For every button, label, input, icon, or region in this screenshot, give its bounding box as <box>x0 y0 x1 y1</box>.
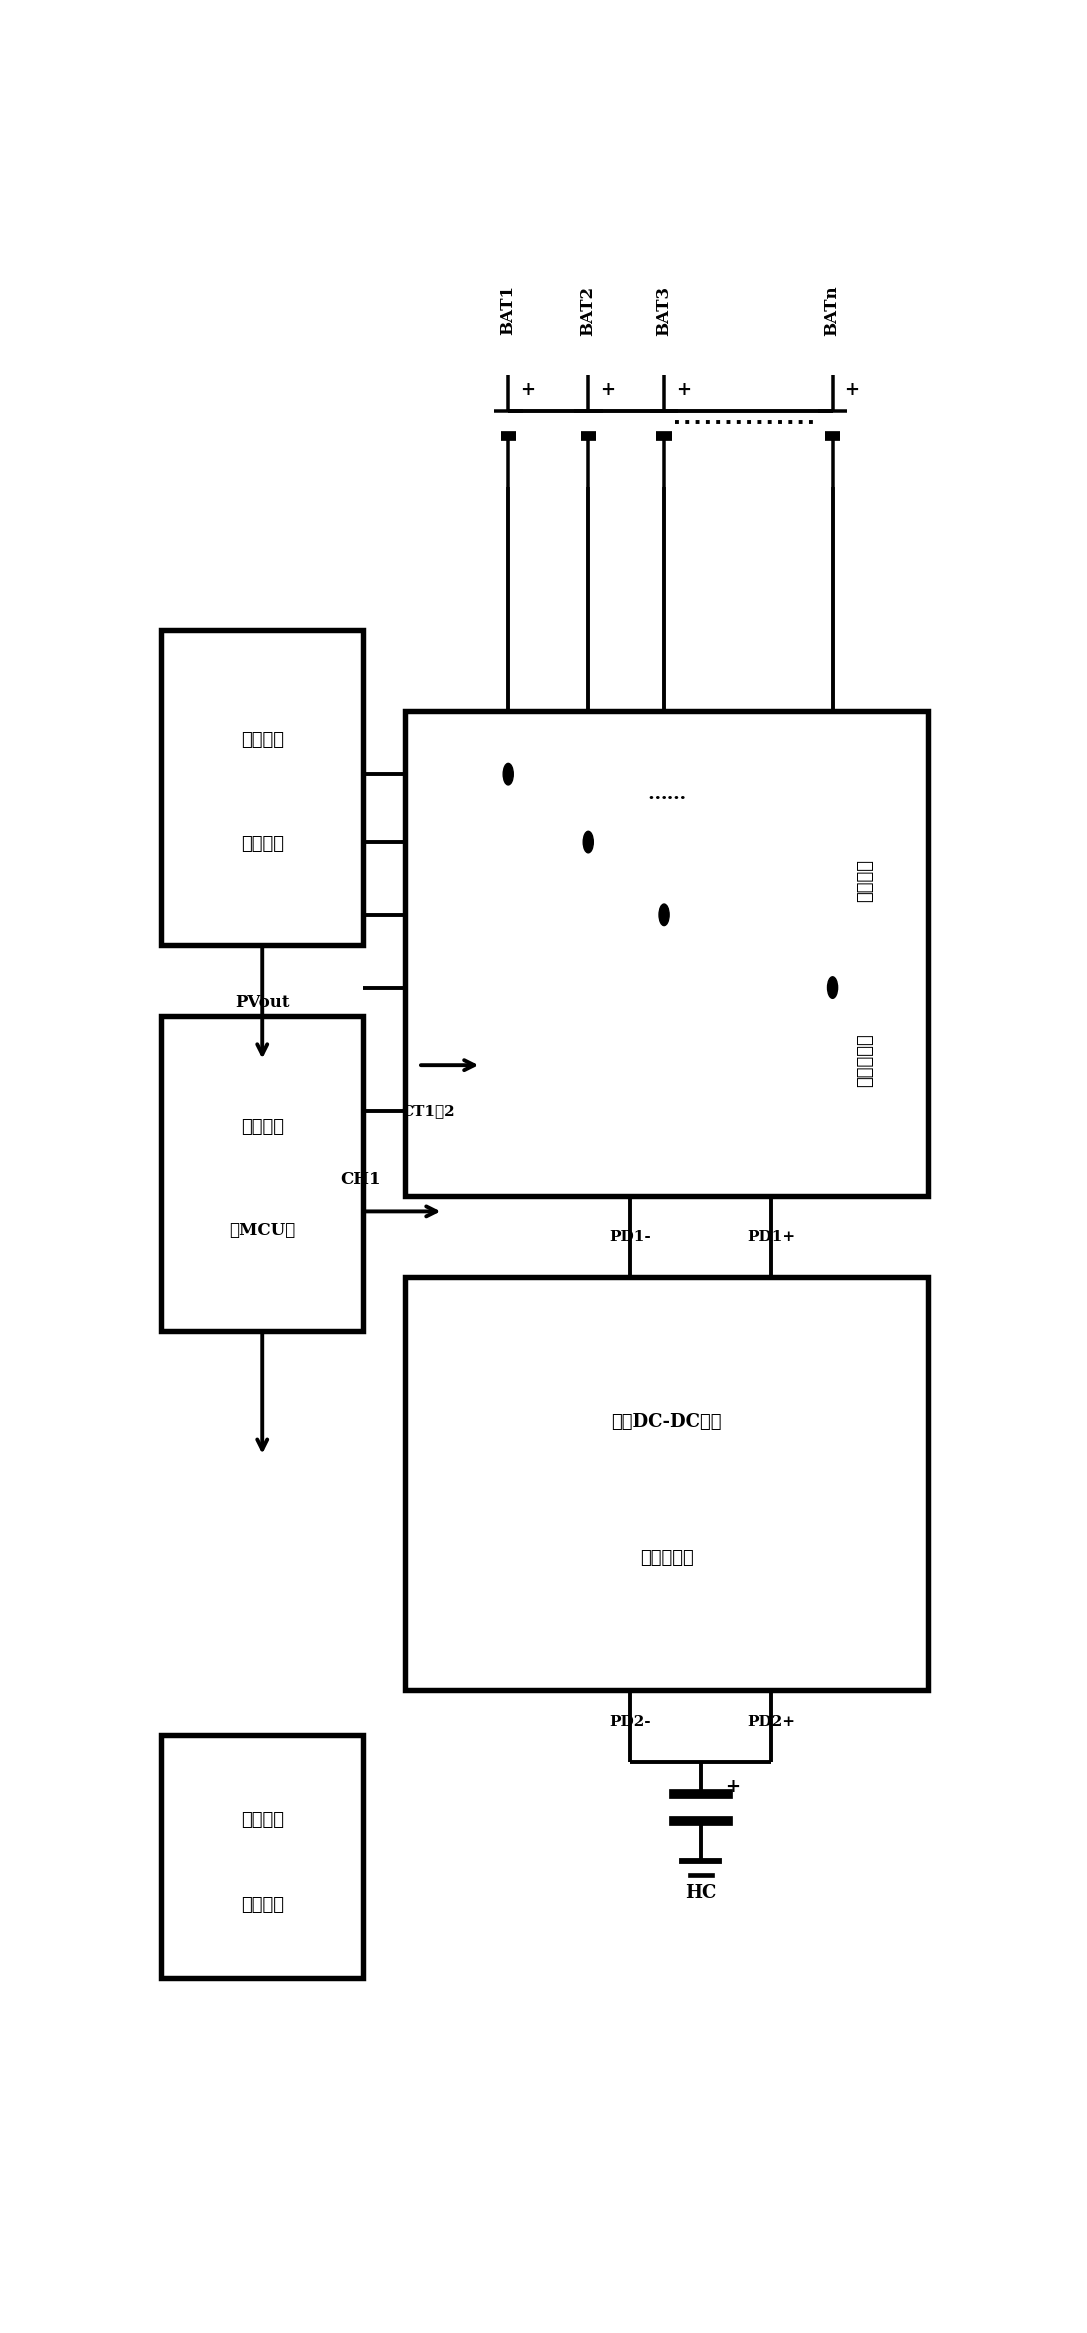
Circle shape <box>827 978 838 999</box>
Text: 组选通模块: 组选通模块 <box>857 1034 874 1087</box>
Text: PD1-: PD1- <box>609 1229 651 1243</box>
Circle shape <box>659 903 670 926</box>
Bar <box>405 712 928 1197</box>
Text: BAT2: BAT2 <box>579 285 596 336</box>
Text: 电池电压: 电池电压 <box>240 730 284 749</box>
Text: +: + <box>676 380 691 399</box>
Text: PD2+: PD2+ <box>747 1715 795 1729</box>
Circle shape <box>503 763 513 784</box>
Bar <box>161 630 363 945</box>
Text: 充放电流: 充放电流 <box>240 1897 284 1913</box>
Circle shape <box>584 831 594 854</box>
Text: 充放电模块: 充放电模块 <box>640 1549 694 1568</box>
Bar <box>405 1276 928 1689</box>
Text: PD2-: PD2- <box>609 1715 651 1729</box>
Text: PD1+: PD1+ <box>747 1229 795 1243</box>
Text: +: + <box>845 380 860 399</box>
Text: BAT1: BAT1 <box>499 285 516 336</box>
Text: ……: …… <box>647 784 686 803</box>
Text: CT1～2: CT1～2 <box>401 1104 454 1118</box>
Text: BATn: BATn <box>823 285 840 336</box>
Bar <box>161 1736 363 1978</box>
Text: BAT3: BAT3 <box>654 285 672 336</box>
Text: +: + <box>725 1778 740 1796</box>
Text: 充放模块: 充放模块 <box>240 1810 284 1829</box>
Text: HC: HC <box>685 1885 716 1901</box>
Text: 双向DC-DC转换: 双向DC-DC转换 <box>611 1411 722 1430</box>
Text: 第一电池: 第一电池 <box>857 859 874 903</box>
Text: +: + <box>600 380 615 399</box>
Text: （MCU）: （MCU） <box>229 1222 296 1239</box>
Text: 控制模块: 控制模块 <box>240 1118 284 1136</box>
Text: PVout: PVout <box>235 994 289 1010</box>
Text: CH1: CH1 <box>340 1171 380 1187</box>
Text: +: + <box>520 380 535 399</box>
Text: 采集模块: 采集模块 <box>240 835 284 854</box>
Bar <box>161 1017 363 1330</box>
